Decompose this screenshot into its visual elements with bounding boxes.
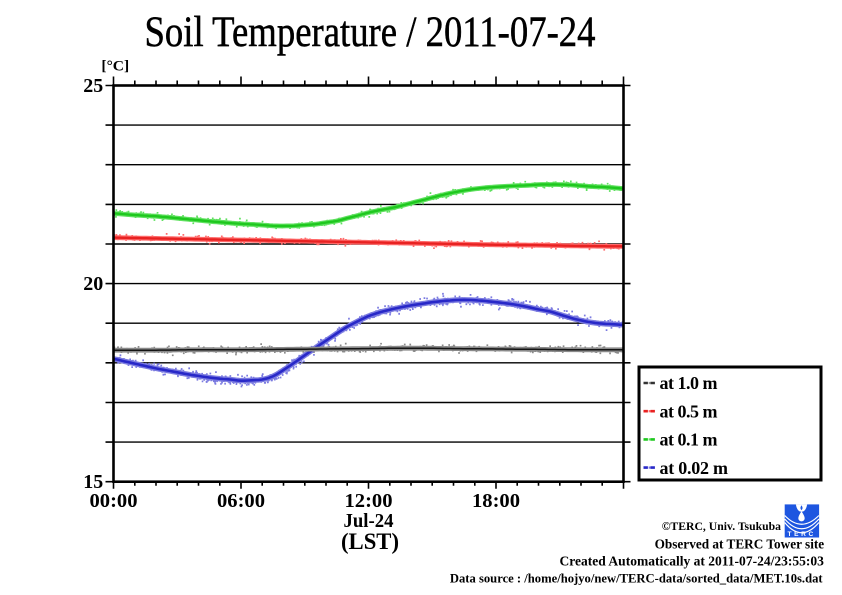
svg-text:[°C]: [°C] bbox=[101, 58, 129, 74]
svg-text:Jul-24: Jul-24 bbox=[344, 510, 394, 532]
svg-text:12:00: 12:00 bbox=[345, 490, 393, 512]
svg-text:at 0.5 m: at 0.5 m bbox=[660, 401, 718, 421]
svg-text:00:00: 00:00 bbox=[90, 490, 138, 512]
svg-text:18:00: 18:00 bbox=[472, 490, 520, 512]
svg-text:(LST): (LST) bbox=[341, 529, 399, 554]
svg-text:©TERC, Univ. Tsukuba: ©TERC, Univ. Tsukuba bbox=[662, 519, 781, 533]
svg-text:Observed at TERC Tower site: Observed at TERC Tower site bbox=[655, 536, 825, 551]
svg-text:at 0.1 m: at 0.1 m bbox=[660, 430, 718, 450]
svg-text:at 0.02 m: at 0.02 m bbox=[660, 458, 729, 478]
svg-text:15: 15 bbox=[83, 471, 103, 493]
svg-text:at 1.0 m: at 1.0 m bbox=[660, 373, 718, 393]
svg-text:20: 20 bbox=[83, 273, 103, 295]
svg-text:TERC: TERC bbox=[788, 531, 816, 538]
svg-text:25: 25 bbox=[83, 75, 103, 97]
svg-text:Created Automatically at 2011-: Created Automatically at 2011-07-24/23:5… bbox=[560, 553, 825, 568]
svg-text:06:00: 06:00 bbox=[217, 490, 265, 512]
svg-text:Soil Temperature / 2011-07-24: Soil Temperature / 2011-07-24 bbox=[145, 9, 596, 56]
svg-text:Data source : /home/hojyo/new/: Data source : /home/hojyo/new/TERC-data/… bbox=[450, 572, 824, 586]
